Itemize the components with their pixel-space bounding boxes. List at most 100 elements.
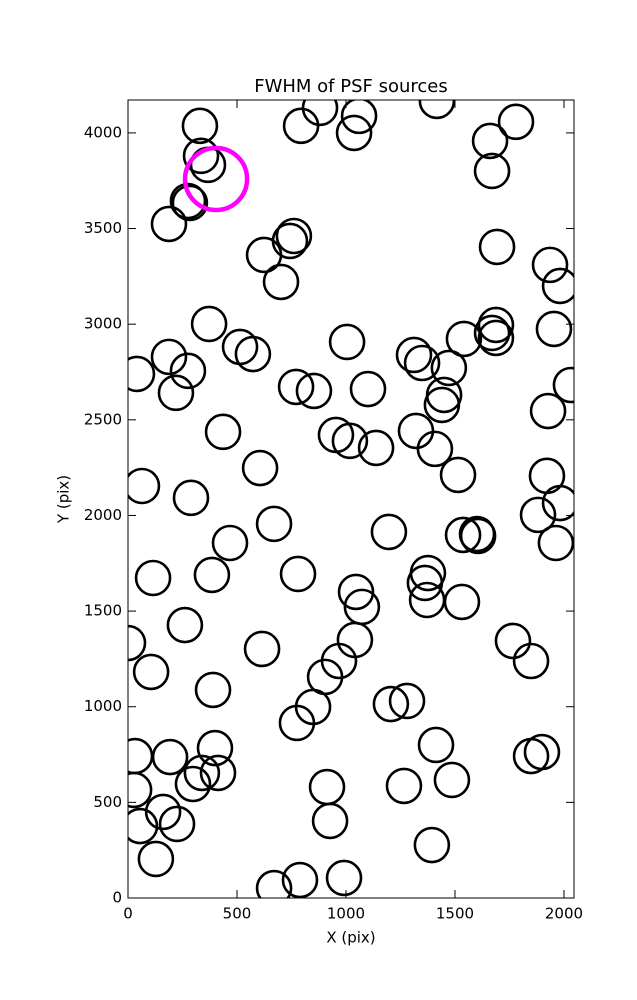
source-circle (128, 771, 153, 809)
source-circle (370, 513, 408, 551)
source-circle (166, 606, 204, 644)
source-circle (477, 319, 515, 357)
source-circle (128, 355, 156, 393)
y-axis-label: Y (pix) (55, 475, 73, 524)
source-circle (413, 826, 451, 864)
axes-frame (127, 99, 575, 899)
source-circle (172, 479, 210, 517)
source-circle (406, 564, 444, 602)
source-circle (137, 840, 175, 878)
x-tick-label: 2000 (545, 905, 583, 923)
source-circle (418, 100, 456, 120)
source-circle (255, 869, 293, 898)
source-circle (423, 386, 461, 424)
source-circle (171, 184, 209, 222)
x-tick-label: 500 (223, 905, 252, 923)
source-circle (151, 738, 189, 776)
source-circle (473, 314, 511, 352)
source-circle (157, 374, 195, 412)
source-circle (190, 305, 228, 343)
source-circle (128, 467, 161, 505)
source-circle (335, 114, 373, 152)
source-circle (174, 765, 212, 803)
source-circle (473, 152, 511, 190)
y-tick-label: 4000 (84, 123, 122, 141)
source-circle (282, 107, 320, 145)
source-circle (194, 671, 232, 709)
source-circle (196, 729, 234, 767)
y-tick-label: 3500 (84, 219, 122, 237)
source-circle (199, 754, 237, 792)
source-circle (183, 754, 221, 792)
source-circle (444, 516, 482, 554)
source-circle (255, 505, 293, 543)
source-circle (531, 246, 569, 284)
source-circle (430, 349, 468, 387)
source-circle (388, 682, 426, 720)
source-circle (158, 805, 196, 843)
source-circle (262, 263, 300, 301)
source-circle (275, 217, 313, 255)
source-circle (385, 767, 423, 805)
source-circle (144, 793, 182, 831)
source-circle (372, 685, 410, 723)
source-circle (128, 624, 147, 662)
source-circle (278, 704, 316, 742)
chart-title: FWHM of PSF sources (254, 76, 448, 97)
source-circle (325, 859, 363, 897)
source-circle (439, 456, 477, 494)
source-circle (541, 484, 574, 522)
source-circle (277, 368, 315, 406)
x-tick-label: 0 (123, 905, 133, 923)
source-circle (537, 524, 574, 562)
source-circle (132, 653, 170, 691)
x-tick-label: 1500 (436, 905, 474, 923)
source-circle (234, 335, 272, 373)
source-circle (281, 861, 319, 898)
source-circle (169, 352, 207, 390)
source-circle (204, 413, 242, 451)
source-circle (279, 555, 317, 593)
source-circle (497, 103, 535, 141)
source-circle (433, 761, 471, 799)
y-tick-label: 2500 (84, 410, 122, 428)
x-tick-label: 1000 (327, 905, 365, 923)
source-circle (529, 392, 567, 430)
y-tick-label: 1500 (84, 602, 122, 620)
source-circle (243, 630, 281, 668)
source-circle (443, 583, 481, 621)
source-circle (459, 517, 497, 555)
source-circle (331, 422, 369, 460)
source-circle (477, 306, 515, 344)
source-circle (241, 449, 279, 487)
source-circle (182, 137, 220, 175)
source-circle (328, 323, 366, 361)
source-circle (552, 366, 574, 404)
source-circle (181, 107, 219, 145)
source-circle (357, 429, 395, 467)
source-circle (403, 344, 441, 382)
source-circle (245, 236, 283, 274)
source-circle (395, 336, 433, 374)
source-circle (417, 726, 455, 764)
source-circle (150, 205, 188, 243)
source-circle (512, 642, 550, 680)
source-circle (340, 100, 378, 135)
x-axis-label: X (pix) (326, 929, 375, 947)
source-circle (519, 496, 557, 534)
source-circle (169, 182, 207, 220)
y-tick-label: 1000 (84, 697, 122, 715)
source-circle (535, 310, 573, 348)
source-circle (311, 802, 349, 840)
highlight-circle (182, 145, 250, 213)
y-tick-label: 2000 (84, 506, 122, 524)
source-circle (128, 807, 159, 845)
source-circle (478, 228, 516, 266)
y-tick-label: 3000 (84, 315, 122, 333)
source-circle (211, 524, 249, 562)
y-tick-label: 500 (93, 793, 122, 811)
source-circle (541, 267, 574, 305)
plot-area (128, 100, 574, 898)
